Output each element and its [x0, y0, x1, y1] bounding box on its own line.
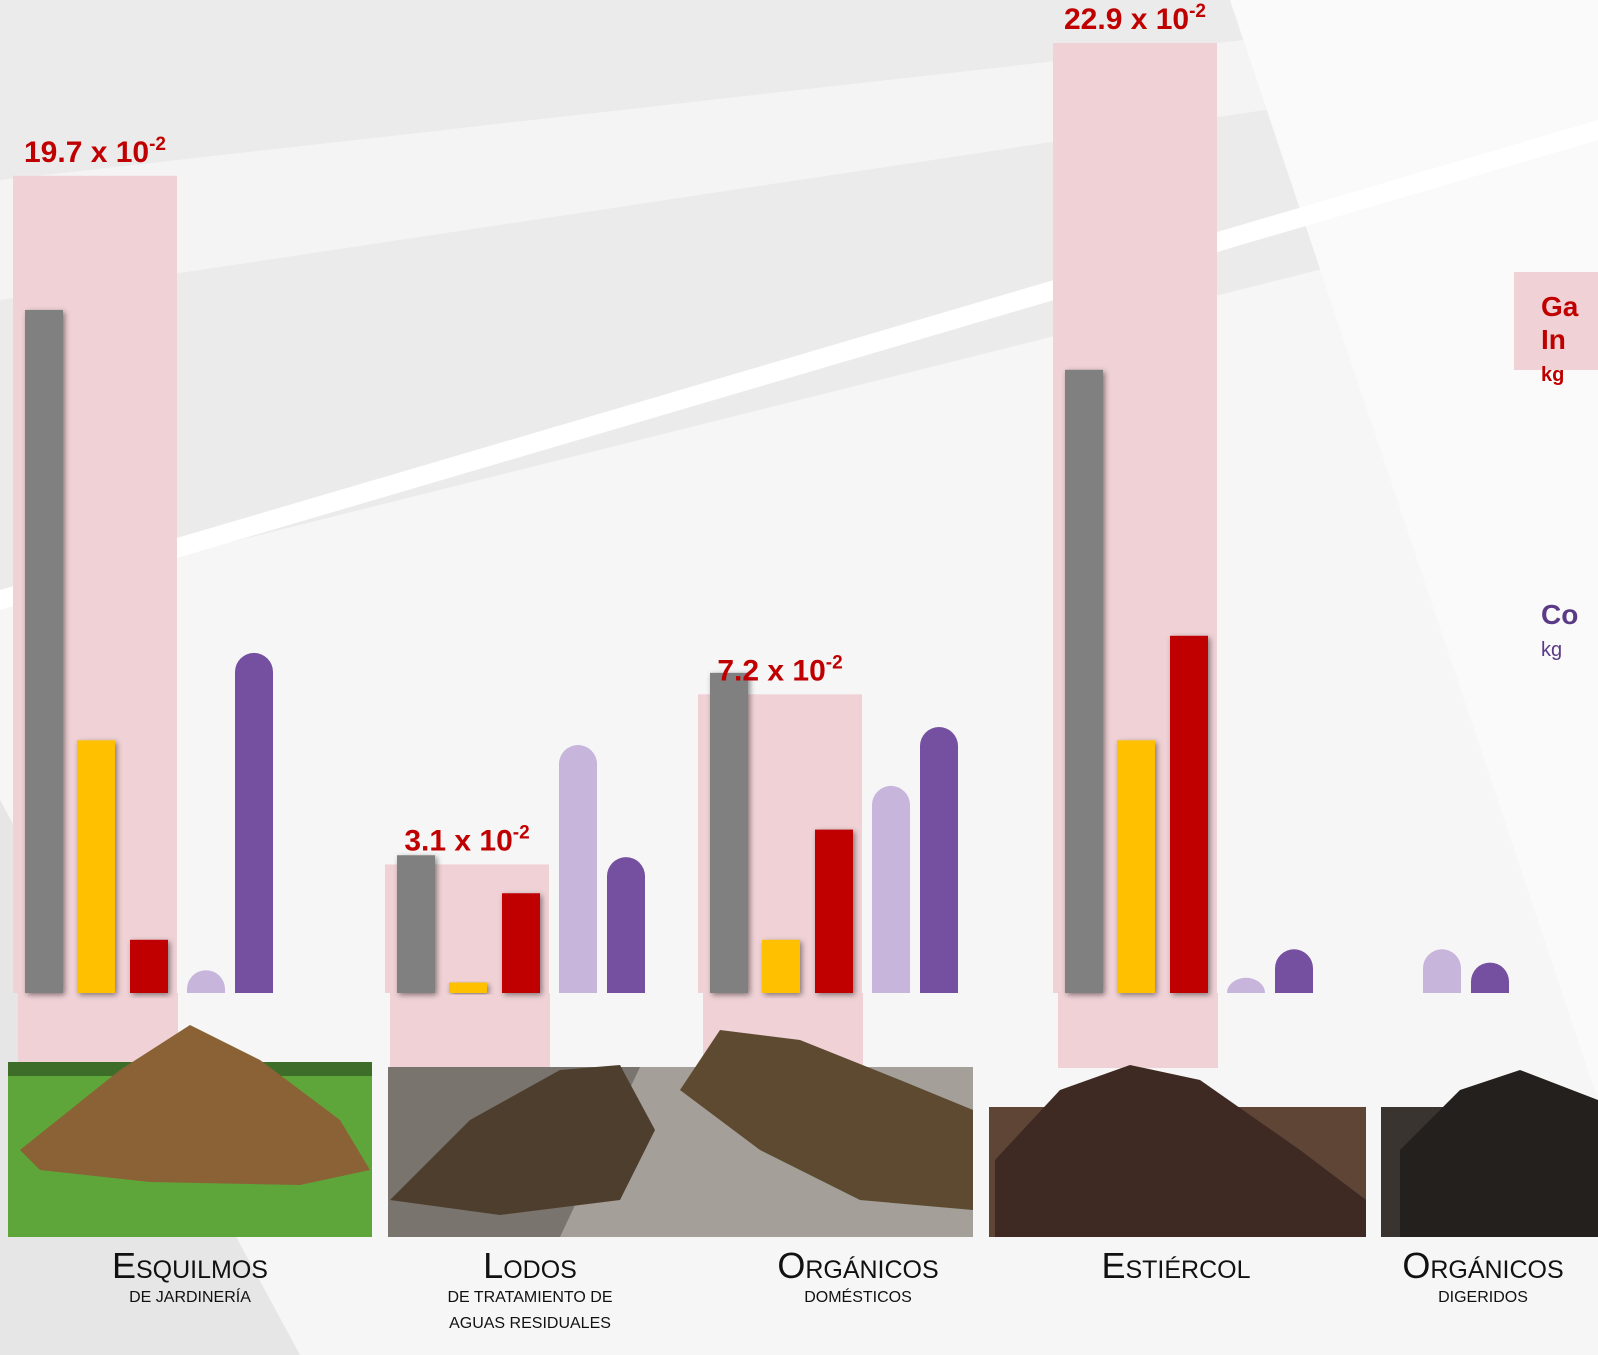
value-label-text: 22.9 x 10 [1064, 3, 1189, 36]
value-label-text: 7.2 x 10 [717, 654, 825, 687]
bar [559, 745, 597, 993]
category-label: Orgánicos [777, 1245, 938, 1286]
legend-unit: kg [1541, 364, 1564, 386]
bar [1423, 949, 1461, 993]
bar [449, 982, 487, 993]
legend-title: Co [1541, 599, 1578, 630]
category-subtitle: DIGERIDOS [1438, 1289, 1528, 1306]
legend-box [1514, 272, 1598, 370]
bar [25, 309, 63, 993]
bar [187, 970, 225, 993]
bar [1471, 962, 1509, 993]
highlight-base [390, 993, 550, 1068]
bar [815, 829, 853, 993]
bar [1065, 369, 1103, 993]
value-label-exponent: -2 [513, 822, 530, 843]
bar [762, 939, 800, 993]
category-subtitle: DOMÉSTICOS [804, 1287, 912, 1306]
bar [872, 785, 910, 993]
bar [1227, 977, 1265, 993]
category-subtitle: AGUAS RESIDUALES [449, 1315, 611, 1332]
value-label: 3.1 x 10-2 [404, 822, 529, 857]
value-label: 19.7 x 10-2 [24, 134, 166, 169]
bar [235, 652, 273, 993]
category-subtitle: DE TRATAMIENTO DE [447, 1289, 612, 1306]
value-label-exponent: -2 [826, 652, 843, 673]
legend-title: In [1541, 324, 1566, 355]
bar [1275, 949, 1313, 993]
category-label: Orgánicos [1402, 1245, 1563, 1286]
value-label-text: 19.7 x 10 [24, 136, 149, 169]
value-label-text: 3.1 x 10 [404, 824, 512, 857]
bar [1117, 740, 1155, 993]
bar [607, 857, 645, 993]
highlight-base [1058, 993, 1218, 1068]
category-label: Esquilmos [112, 1245, 268, 1286]
value-label-exponent: -2 [149, 134, 166, 155]
legend-title: Ga [1541, 291, 1579, 322]
value-label: 7.2 x 10-2 [717, 652, 842, 687]
value-label-exponent: -2 [1189, 1, 1206, 22]
category-subtitle: DE JARDINERÍA [129, 1287, 251, 1306]
bar [397, 855, 435, 993]
value-label: 22.9 x 10-2 [1064, 1, 1206, 36]
bar [77, 740, 115, 993]
bar [1170, 635, 1208, 993]
photos [8, 1025, 1598, 1237]
category-label: Estiércol [1101, 1245, 1250, 1286]
bar [920, 727, 958, 993]
bar [710, 672, 748, 993]
legend-unit: kg [1541, 639, 1562, 661]
category-label: Lodos [483, 1245, 577, 1286]
bars [25, 309, 1509, 993]
bar [130, 939, 168, 993]
bar [502, 893, 540, 993]
